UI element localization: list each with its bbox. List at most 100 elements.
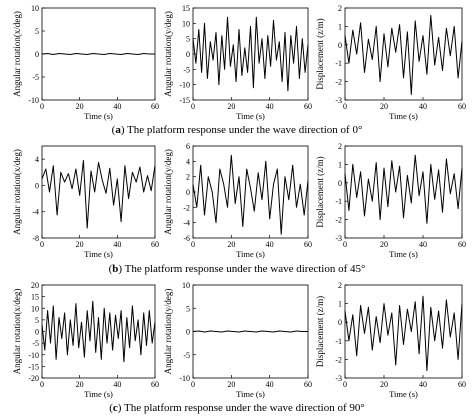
y-tick-label: -10 — [28, 351, 39, 360]
x-tick-label: 20 — [227, 102, 235, 111]
y-tick-label: 4 — [186, 157, 190, 166]
y-tick-label: 0 — [338, 179, 342, 188]
y-tick-label: 4 — [35, 155, 39, 164]
y-tick-label: -5 — [183, 65, 190, 74]
y-tick-label: 0 — [35, 181, 39, 190]
y-tick-label: -2 — [335, 78, 342, 87]
y-tick-label: -3 — [335, 374, 342, 383]
x-tick-label: 0 — [40, 240, 44, 249]
plot-frame — [192, 7, 309, 101]
y-tick-label: 0 — [35, 328, 39, 337]
x-tick-label: 40 — [266, 380, 274, 389]
y-tick-label: 2 — [338, 142, 342, 151]
y-tick-label: 0 — [186, 50, 190, 59]
x-tick-label: 60 — [304, 240, 312, 249]
y-tick-label: 1 — [338, 22, 342, 31]
series-line-1 — [344, 14, 463, 95]
x-axis-label: Time (s) — [84, 111, 113, 121]
y-axis-label: Displacement (z/m) — [315, 156, 325, 227]
y-tick-label: 10 — [31, 304, 39, 313]
plot-frame — [344, 284, 463, 379]
y-tick-label: 15 — [182, 4, 190, 13]
series-line-1 — [192, 154, 309, 235]
y-tick-label: 0 — [186, 188, 190, 197]
chart-panel-a-1: -10 -5 0 5 10 0 20 40 60 Time (s) Angular rotation… — [12, 4, 159, 121]
x-axis-label: Time (s) — [389, 111, 418, 121]
y-tick-label: 10 — [182, 281, 190, 290]
y-tick-label: 0 — [338, 41, 342, 50]
x-tick-label: 60 — [304, 380, 312, 389]
y-tick-label: 5 — [35, 316, 39, 325]
x-axis-label: Time (s) — [389, 249, 418, 259]
x-tick-label: 0 — [191, 240, 195, 249]
y-tick-label: 0 — [186, 328, 190, 337]
y-tick-label: -1 — [335, 337, 342, 346]
x-tick-label: 40 — [266, 240, 274, 249]
x-axis-label: Time (s) — [236, 389, 265, 399]
series-line-1 — [192, 16, 309, 92]
x-axis-label: Time (s) — [236, 249, 265, 259]
x-tick-label: 20 — [76, 102, 84, 111]
y-tick-label: 5 — [186, 304, 190, 313]
y-tick-label: -15 — [28, 362, 39, 371]
y-tick-label: 0 — [338, 318, 342, 327]
x-tick-label: 20 — [380, 380, 388, 389]
x-tick-label: 60 — [151, 102, 159, 111]
y-tick-label: -3 — [335, 96, 342, 105]
x-tick-label: 0 — [343, 240, 347, 249]
y-tick-label: 2 — [338, 281, 342, 290]
x-tick-label: 20 — [380, 240, 388, 249]
y-axis-label: Angular rotation(x/deg) — [12, 11, 22, 97]
y-tick-label: 2 — [186, 173, 190, 182]
x-tick-label: 0 — [191, 102, 195, 111]
y-tick-label: -8 — [32, 234, 39, 243]
series-line-1 — [41, 160, 156, 229]
x-tick-label: 20 — [76, 380, 84, 389]
y-tick-label: 1 — [338, 160, 342, 169]
series-line-1 — [344, 295, 463, 372]
y-tick-label: -6 — [183, 234, 190, 243]
plot-frame — [41, 145, 156, 239]
x-tick-label: 40 — [419, 380, 427, 389]
y-axis-label: Angular rotation(y/deg) — [163, 11, 173, 97]
x-tick-label: 60 — [151, 240, 159, 249]
x-tick-label: 40 — [113, 102, 121, 111]
x-axis-label: Time (s) — [389, 389, 418, 399]
y-tick-label: -4 — [32, 208, 39, 217]
x-tick-label: 60 — [151, 380, 159, 389]
chart-panel-a-2: -15 -10 -5 0 5 10 15 0 20 40 60 Time (s) Angular rot… — [163, 4, 312, 121]
chart-panel-c-2: -10 -5 0 5 10 0 20 40 60 Time (s) Angular rotation… — [163, 281, 312, 399]
plot-frame — [41, 284, 156, 379]
caption-b: (b) The platform response under the wave… — [109, 263, 366, 275]
y-axis-label: Angular rotation(x/deg) — [12, 149, 22, 235]
y-axis-label: Angular rotation(y/deg) — [163, 289, 173, 375]
plot-frame — [344, 7, 463, 101]
x-tick-label: 60 — [304, 102, 312, 111]
x-tick-label: 20 — [227, 240, 235, 249]
x-tick-label: 40 — [113, 240, 121, 249]
y-axis-label: Displacement (z/m) — [315, 296, 325, 367]
plot-frame — [192, 145, 309, 239]
x-tick-label: 0 — [40, 102, 44, 111]
y-tick-label: 2 — [338, 4, 342, 13]
x-tick-label: 0 — [40, 380, 44, 389]
y-tick-label: -5 — [32, 339, 39, 348]
y-tick-label: -2 — [335, 216, 342, 225]
caption-a: (a) The platform response under the wave… — [112, 124, 363, 136]
y-tick-label: -2 — [183, 203, 190, 212]
y-tick-label: -20 — [28, 374, 39, 383]
y-axis-label: Angular rotation(y/deg) — [163, 149, 173, 235]
y-tick-label: 5 — [35, 27, 39, 36]
x-tick-label: 40 — [113, 380, 121, 389]
y-tick-label: -4 — [183, 219, 190, 228]
y-tick-label: 20 — [31, 281, 39, 290]
y-tick-label: -10 — [179, 374, 190, 383]
y-axis-label: Angular rotation(x/deg) — [12, 289, 22, 375]
y-tick-label: 10 — [182, 19, 190, 28]
chart-panel-c-1: -20 -15 -10 -5 0 5 10 15 20 0 20 40 60 Time (s) Angula… — [12, 281, 159, 399]
